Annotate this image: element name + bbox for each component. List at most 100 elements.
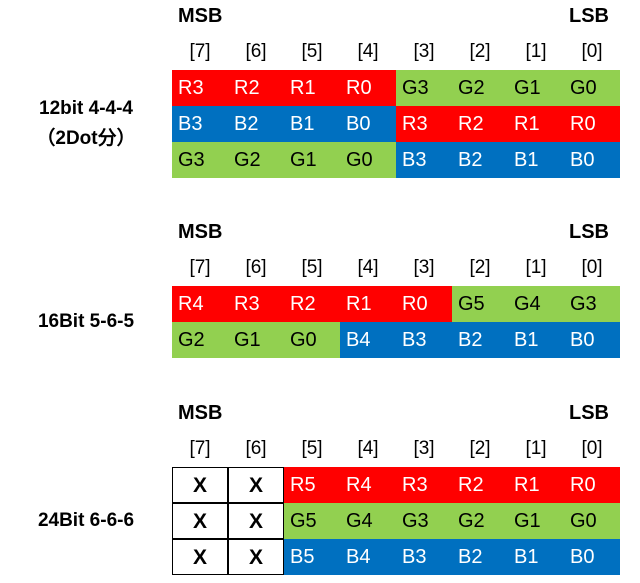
bit-index: [7] [189, 257, 211, 278]
bit-index: [4] [357, 41, 379, 62]
bit-cell: R0 [340, 70, 396, 106]
bit-cell: X [172, 539, 228, 575]
bit-cell: B2 [452, 322, 508, 358]
bit-cell: G2 [228, 142, 284, 178]
bit-cell: R3 [172, 70, 228, 106]
bit-index: [3] [413, 41, 435, 62]
bit-cell: B1 [284, 106, 340, 142]
bit-cell: G1 [508, 503, 564, 539]
bit-grid: X X R5 R4 R3 R2 R1 R0 X X G5 G4 G3 G2 G1 G0 X X B5 B4 B3 B2 B1… [172, 467, 620, 575]
lsb-label: LSB [569, 5, 609, 27]
bit-cell: G0 [564, 70, 620, 106]
bit-cell: G0 [340, 142, 396, 178]
bit-cell: B2 [452, 539, 508, 575]
bit-cell: R1 [284, 70, 340, 106]
bit-grid: R3 R2 R1 R0 G3 G2 G1 G0 B3 B2 B1 B0 R3 R2 R1 R0 G3 G2 G1 G0… [172, 70, 620, 178]
section-1: MSB LSB [7] [6] [5] [4] [3] [2] [1] [0] 12bit 4-4-… [0, 4, 640, 180]
bit-index: [4] [357, 257, 379, 278]
bit-cell: B4 [340, 539, 396, 575]
bit-cell: B3 [172, 106, 228, 142]
bit-cell: R1 [340, 286, 396, 322]
bit-cell: X [228, 503, 284, 539]
bit-cell: R3 [396, 106, 452, 142]
bit-cell: G0 [284, 322, 340, 358]
bit-cell: B3 [396, 322, 452, 358]
bit-cell: X [172, 467, 228, 503]
format-label-line: 12bit 4-4-4 [39, 98, 133, 119]
bit-index: [4] [357, 438, 379, 459]
format-label: 12bit 4-4-4 （2Dot分） [0, 94, 172, 154]
bit-cell: B4 [340, 322, 396, 358]
bit-cell: B0 [564, 539, 620, 575]
bit-cell: X [228, 539, 284, 575]
bit-cell: B5 [284, 539, 340, 575]
lsb-label: LSB [569, 221, 609, 243]
bit-cell: B0 [340, 106, 396, 142]
format-label: 16Bit 5-6-5 [0, 307, 172, 337]
format-label-line: 16Bit 5-6-5 [37, 311, 135, 332]
bit-cell: R2 [452, 106, 508, 142]
bit-cell: R0 [564, 467, 620, 503]
bit-cell: B2 [452, 142, 508, 178]
bit-index: [0] [581, 438, 603, 459]
bit-cell: G5 [284, 503, 340, 539]
bit-index: [6] [245, 438, 267, 459]
bit-cell: G4 [508, 286, 564, 322]
bit-cell: G5 [452, 286, 508, 322]
bit-cell: X [228, 467, 284, 503]
bit-index: [5] [301, 257, 323, 278]
bit-cell: G1 [284, 142, 340, 178]
bit-cell: G4 [340, 503, 396, 539]
bit-grid: R4 R3 R2 R1 R0 G5 G4 G3 G2 G1 G0 B4 B3 B2 B1 B0 [172, 286, 620, 358]
bit-cell: G1 [508, 70, 564, 106]
bit-index: [1] [525, 257, 547, 278]
bit-cell: G0 [564, 503, 620, 539]
bit-cell: B0 [564, 142, 620, 178]
bit-cell: G3 [396, 503, 452, 539]
format-label: 24Bit 6-6-6 [0, 506, 172, 536]
bit-cell: R4 [172, 286, 228, 322]
bit-index: [1] [525, 41, 547, 62]
section-3: MSB LSB [7] [6] [5] [4] [3] [2] [1] [0] 24Bit 6-6-… [0, 401, 640, 577]
format-label-line: 24Bit 6-6-6 [37, 510, 135, 531]
bit-index: [3] [413, 438, 435, 459]
bit-cell: B2 [228, 106, 284, 142]
bit-cell: R2 [228, 70, 284, 106]
format-label-line: （2Dot分） [36, 128, 136, 149]
bit-index: [0] [581, 41, 603, 62]
bit-cell: R1 [508, 106, 564, 142]
bit-index: [6] [245, 41, 267, 62]
bit-cell: G2 [452, 503, 508, 539]
bit-index: [1] [525, 438, 547, 459]
bit-cell: R0 [396, 286, 452, 322]
bit-index: [2] [469, 257, 491, 278]
bit-cell: B1 [508, 539, 564, 575]
section-2: MSB LSB [7] [6] [5] [4] [3] [2] [1] [0] 16Bit 5-6-… [0, 220, 640, 360]
bit-cell: B0 [564, 322, 620, 358]
bit-cell: R2 [284, 286, 340, 322]
bit-index: [0] [581, 257, 603, 278]
bit-cell: R4 [340, 467, 396, 503]
lsb-label: LSB [569, 402, 609, 424]
msb-label: MSB [178, 221, 223, 243]
bit-cell: R3 [228, 286, 284, 322]
bit-index: [5] [301, 41, 323, 62]
bit-cell: G2 [172, 322, 228, 358]
bit-index: [2] [469, 41, 491, 62]
bit-cell: G1 [228, 322, 284, 358]
msb-label: MSB [178, 5, 223, 27]
bit-index: [2] [469, 438, 491, 459]
bit-cell: G3 [172, 142, 228, 178]
bit-index: [7] [189, 438, 211, 459]
bit-cell: G3 [396, 70, 452, 106]
bit-cell: R0 [564, 106, 620, 142]
bit-cell: B1 [508, 322, 564, 358]
bit-index: [3] [413, 257, 435, 278]
bit-cell: G3 [564, 286, 620, 322]
bit-cell: B3 [396, 142, 452, 178]
bit-cell: G2 [452, 70, 508, 106]
bit-cell: B1 [508, 142, 564, 178]
bit-cell: X [172, 503, 228, 539]
bit-index: [7] [189, 41, 211, 62]
bit-cell: R3 [396, 467, 452, 503]
